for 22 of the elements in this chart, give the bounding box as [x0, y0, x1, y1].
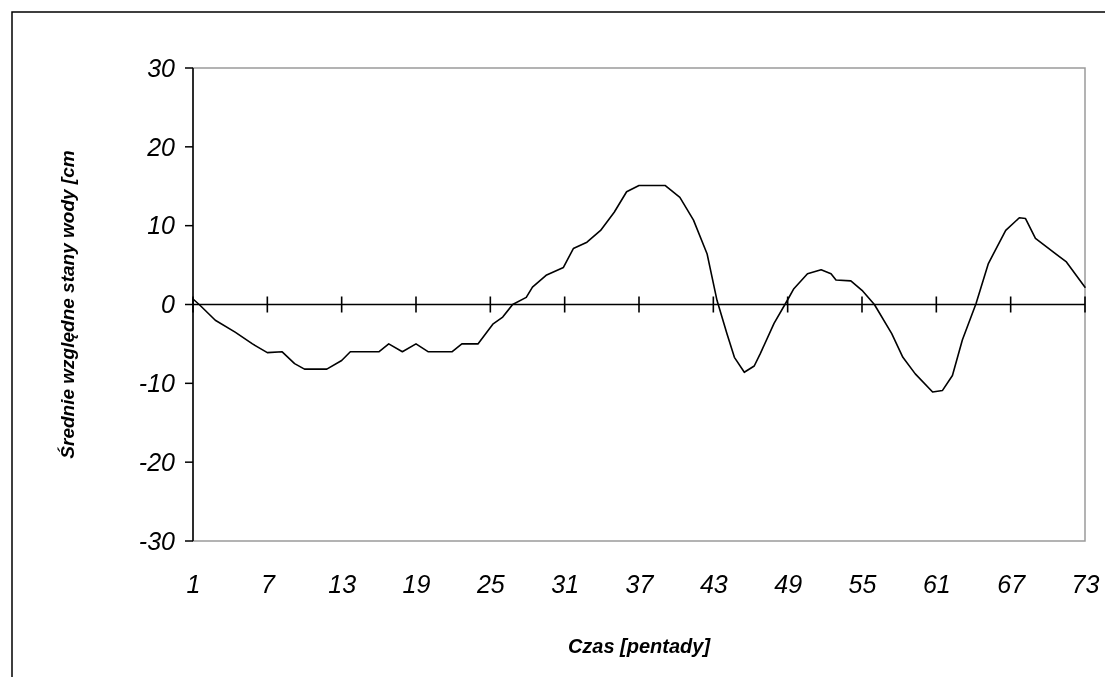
x-tick-label: 43: [699, 569, 728, 598]
x-tick-label: 67: [997, 569, 1027, 598]
x-tick-label: 61: [922, 569, 951, 598]
y-tick-label: 10: [147, 211, 176, 240]
x-tick-label: 13: [328, 569, 357, 598]
y-tick-label: -30: [138, 526, 176, 555]
y-tick-label: -10: [138, 369, 176, 398]
x-tick-label: 19: [402, 569, 431, 598]
x-tick-label: 55: [848, 569, 877, 598]
y-tick-label: 30: [147, 53, 176, 82]
x-tick-label: 49: [774, 569, 803, 598]
y-tick-label: 20: [146, 132, 176, 161]
x-axis-title: Czas [pentady]: [567, 635, 712, 657]
x-tick-label: 7: [260, 569, 276, 598]
y-tick-label: 0: [161, 290, 176, 319]
y-tick-label: -20: [138, 447, 176, 476]
y-axis-title: Średnie względne stany wody [cm: [57, 150, 78, 459]
x-tick-label: 37: [625, 569, 655, 598]
x-tick-label: 31: [551, 569, 580, 598]
x-tick-label: 73: [1071, 569, 1100, 598]
x-tick-label: 25: [475, 569, 505, 598]
x-tick-label: 1: [186, 569, 201, 598]
